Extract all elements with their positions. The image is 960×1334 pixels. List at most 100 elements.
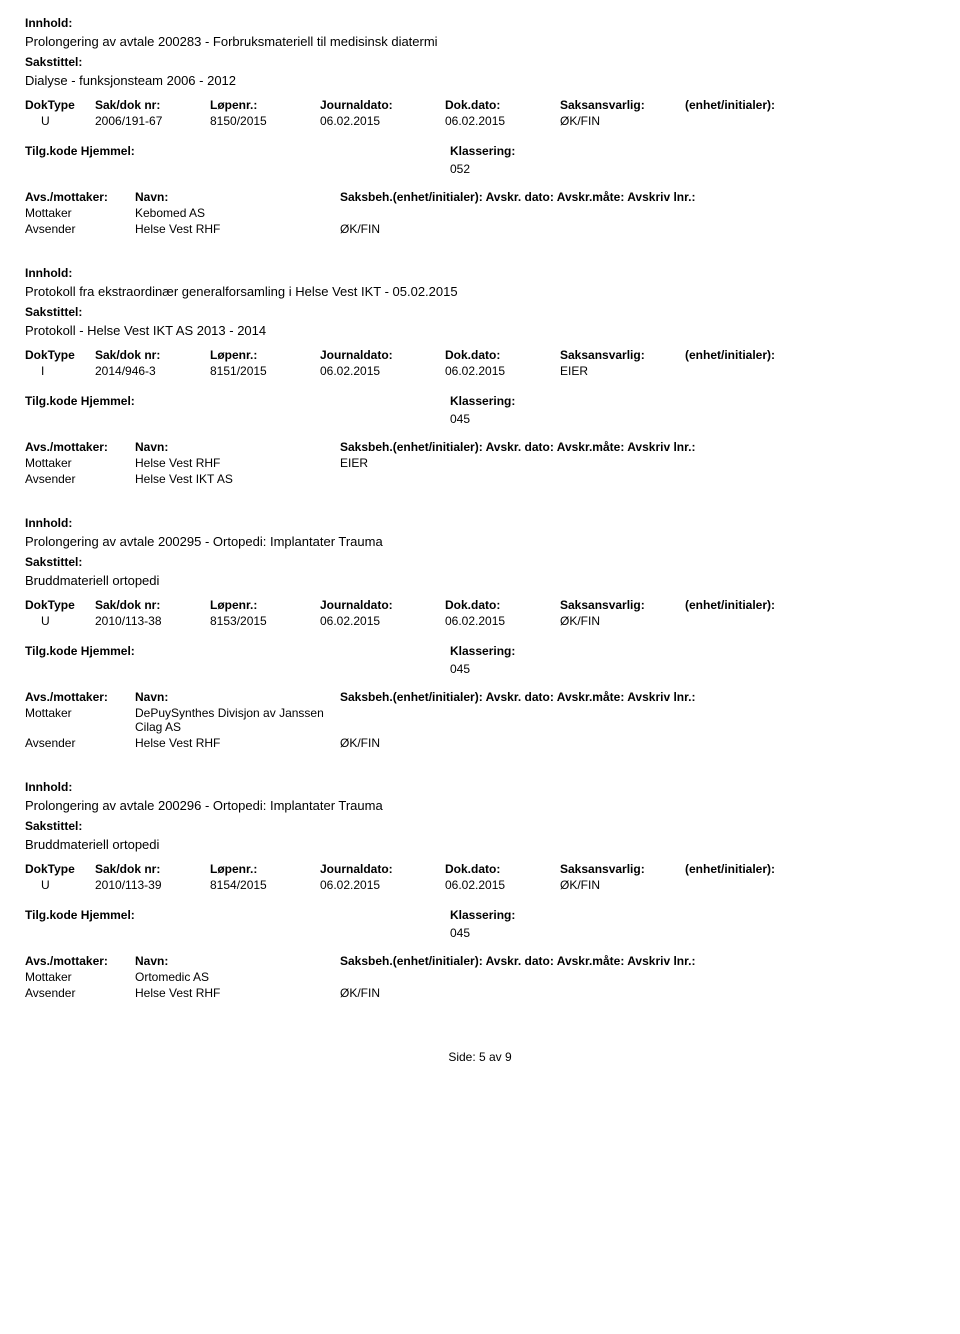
col-sakdok-label: Sak/dok nr: bbox=[95, 862, 210, 876]
saksansvarlig-value: ØK/FIN bbox=[560, 614, 685, 628]
party-name: Helse Vest RHF bbox=[135, 222, 340, 236]
party-extra: EIER bbox=[340, 456, 935, 470]
party-row: Mottaker Kebomed AS bbox=[25, 206, 935, 220]
navn-label: Navn: bbox=[135, 440, 340, 454]
party-extra: ØK/FIN bbox=[340, 986, 935, 1000]
party-row: Mottaker Ortomedic AS bbox=[25, 970, 935, 984]
lopenr-value: 8154/2015 bbox=[210, 878, 320, 892]
klass-empty bbox=[25, 162, 450, 176]
saksansvarlig-value: ØK/FIN bbox=[560, 878, 685, 892]
tilgkode-hjemmel-label: Tilg.kode Hjemmel: bbox=[25, 144, 450, 158]
innhold-text: Prolongering av avtale 200283 - Forbruks… bbox=[25, 34, 935, 49]
party-row: Mottaker DePuySynthes Divisjon av Jansse… bbox=[25, 706, 935, 734]
saksansvarlig-value: ØK/FIN bbox=[560, 114, 685, 128]
party-role: Mottaker bbox=[25, 206, 135, 220]
sakstittel-label: Sakstittel: bbox=[25, 819, 935, 833]
sakstittel-text: Protokoll - Helse Vest IKT AS 2013 - 201… bbox=[25, 323, 935, 338]
journal-record: Innhold: Prolongering av avtale 200295 -… bbox=[25, 516, 935, 750]
tilgkode-hjemmel-label: Tilg.kode Hjemmel: bbox=[25, 908, 450, 922]
col-dokdato-label: Dok.dato: bbox=[445, 348, 560, 362]
klass-empty bbox=[25, 662, 450, 676]
journaldato-value: 06.02.2015 bbox=[320, 114, 445, 128]
col-enhet-label: (enhet/initialer): bbox=[685, 348, 835, 362]
dokdato-value: 06.02.2015 bbox=[445, 364, 560, 378]
col-enhet-label: (enhet/initialer): bbox=[685, 98, 835, 112]
klass-empty bbox=[25, 926, 450, 940]
sakdok-value: 2010/113-38 bbox=[95, 614, 210, 628]
party-name: Helse Vest RHF bbox=[135, 456, 340, 470]
col-lopenr-label: Løpenr.: bbox=[210, 598, 320, 612]
klassering-label: Klassering: bbox=[450, 644, 515, 658]
sakstittel-text: Bruddmateriell ortopedi bbox=[25, 573, 935, 588]
col-saksansvarlig-label: Saksansvarlig: bbox=[560, 348, 685, 362]
avsmottaker-label: Avs./mottaker: bbox=[25, 954, 135, 968]
col-sakdok-label: Sak/dok nr: bbox=[95, 598, 210, 612]
party-extra bbox=[340, 970, 935, 984]
klass-empty bbox=[25, 412, 450, 426]
klassering-row: 045 bbox=[25, 662, 935, 676]
party-role: Mottaker bbox=[25, 706, 135, 734]
tilgkode-row: Tilg.kode Hjemmel: Klassering: bbox=[25, 908, 935, 922]
klassering-value: 045 bbox=[450, 926, 470, 940]
tilgkode-hjemmel-label: Tilg.kode Hjemmel: bbox=[25, 644, 450, 658]
journal-record: Innhold: Protokoll fra ekstraordinær gen… bbox=[25, 266, 935, 486]
innhold-text: Prolongering av avtale 200296 - Ortopedi… bbox=[25, 798, 935, 813]
klassering-label: Klassering: bbox=[450, 394, 515, 408]
party-role: Avsender bbox=[25, 472, 135, 486]
col-saksansvarlig-label: Saksansvarlig: bbox=[560, 98, 685, 112]
dokdato-value: 06.02.2015 bbox=[445, 878, 560, 892]
parties-header: Avs./mottaker: Navn: Saksbeh.(enhet/init… bbox=[25, 690, 935, 704]
col-doktype-label: DokType bbox=[25, 98, 95, 112]
party-name: Kebomed AS bbox=[135, 206, 340, 220]
journal-record: Innhold: Prolongering av avtale 200283 -… bbox=[25, 16, 935, 236]
parties-header: Avs./mottaker: Navn: Saksbeh.(enhet/init… bbox=[25, 440, 935, 454]
journaldato-value: 06.02.2015 bbox=[320, 878, 445, 892]
col-doktype-label: DokType bbox=[25, 348, 95, 362]
saksbeh-label: Saksbeh.(enhet/initialer): Avskr. dato: … bbox=[340, 690, 935, 704]
sakstittel-label: Sakstittel: bbox=[25, 55, 935, 69]
party-role: Avsender bbox=[25, 736, 135, 750]
sakdok-value: 2014/946-3 bbox=[95, 364, 210, 378]
columns-header: DokType Sak/dok nr: Løpenr.: Journaldato… bbox=[25, 98, 935, 112]
klassering-label: Klassering: bbox=[450, 144, 515, 158]
avsmottaker-label: Avs./mottaker: bbox=[25, 690, 135, 704]
col-dokdato-label: Dok.dato: bbox=[445, 598, 560, 612]
saksbeh-label: Saksbeh.(enhet/initialer): Avskr. dato: … bbox=[340, 954, 935, 968]
col-doktype-label: DokType bbox=[25, 598, 95, 612]
columns-data: U 2010/113-39 8154/2015 06.02.2015 06.02… bbox=[25, 878, 935, 892]
tilgkode-hjemmel-label: Tilg.kode Hjemmel: bbox=[25, 394, 450, 408]
col-saksansvarlig-label: Saksansvarlig: bbox=[560, 598, 685, 612]
tilgkode-row: Tilg.kode Hjemmel: Klassering: bbox=[25, 394, 935, 408]
avsmottaker-label: Avs./mottaker: bbox=[25, 190, 135, 204]
klassering-row: 045 bbox=[25, 412, 935, 426]
journaldato-value: 06.02.2015 bbox=[320, 364, 445, 378]
doktype-value: U bbox=[25, 878, 95, 892]
saksansvarlig-value: EIER bbox=[560, 364, 685, 378]
party-role: Avsender bbox=[25, 222, 135, 236]
col-dokdato-label: Dok.dato: bbox=[445, 862, 560, 876]
lopenr-value: 8150/2015 bbox=[210, 114, 320, 128]
sakstittel-label: Sakstittel: bbox=[25, 555, 935, 569]
col-journaldato-label: Journaldato: bbox=[320, 598, 445, 612]
saksbeh-label: Saksbeh.(enhet/initialer): Avskr. dato: … bbox=[340, 190, 935, 204]
columns-header: DokType Sak/dok nr: Løpenr.: Journaldato… bbox=[25, 598, 935, 612]
enhet-value bbox=[685, 878, 835, 892]
journaldato-value: 06.02.2015 bbox=[320, 614, 445, 628]
doktype-value: U bbox=[25, 114, 95, 128]
party-name: Helse Vest RHF bbox=[135, 986, 340, 1000]
parties-header: Avs./mottaker: Navn: Saksbeh.(enhet/init… bbox=[25, 190, 935, 204]
party-row: Avsender Helse Vest RHF ØK/FIN bbox=[25, 222, 935, 236]
col-journaldato-label: Journaldato: bbox=[320, 348, 445, 362]
col-doktype-label: DokType bbox=[25, 862, 95, 876]
innhold-text: Protokoll fra ekstraordinær generalforsa… bbox=[25, 284, 935, 299]
dokdato-value: 06.02.2015 bbox=[445, 114, 560, 128]
sakstittel-text: Dialyse - funksjonsteam 2006 - 2012 bbox=[25, 73, 935, 88]
col-enhet-label: (enhet/initialer): bbox=[685, 598, 835, 612]
party-name: Helse Vest IKT AS bbox=[135, 472, 340, 486]
col-journaldato-label: Journaldato: bbox=[320, 98, 445, 112]
party-extra bbox=[340, 706, 935, 734]
parties-header: Avs./mottaker: Navn: Saksbeh.(enhet/init… bbox=[25, 954, 935, 968]
innhold-label: Innhold: bbox=[25, 780, 935, 794]
klassering-value: 052 bbox=[450, 162, 470, 176]
col-enhet-label: (enhet/initialer): bbox=[685, 862, 835, 876]
